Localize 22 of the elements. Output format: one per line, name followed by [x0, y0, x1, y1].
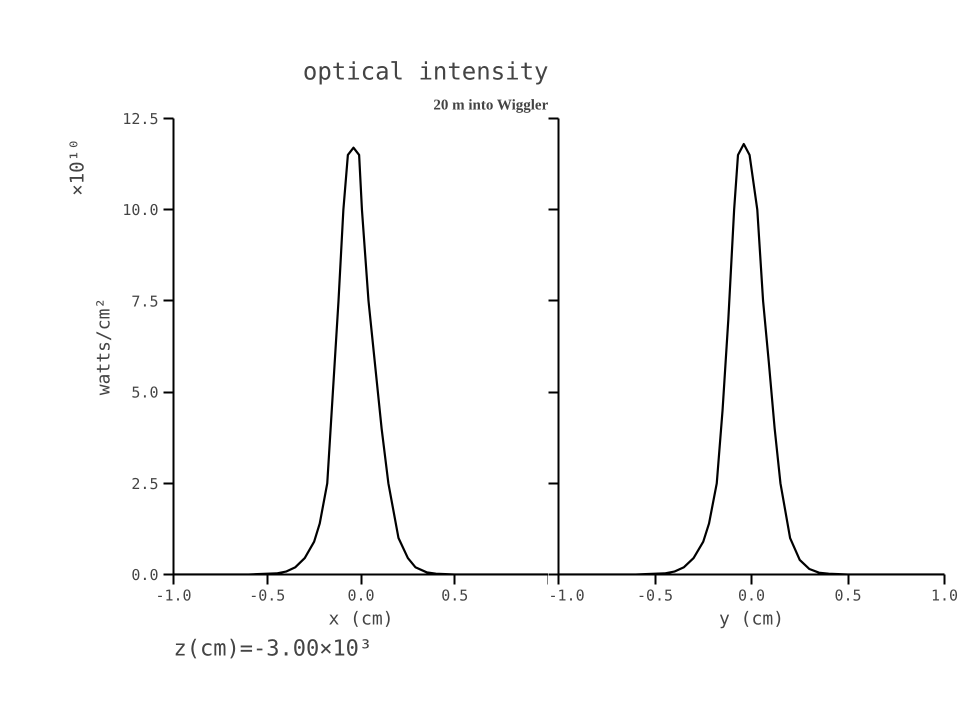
y-tick-label: 10.0	[122, 201, 158, 220]
x-tick-label: -0.5	[249, 586, 286, 604]
x-axis-title: y (cm)	[718, 608, 784, 630]
chart-title: optical intensity	[302, 58, 549, 86]
y-tick-label: 2.5	[131, 474, 158, 493]
y-tick-label: 5.0	[131, 384, 158, 402]
x-tick-label: -1.0	[548, 586, 585, 604]
y-axis-title: watts/cm²	[93, 298, 114, 396]
x-tick-label: 0.0	[347, 586, 375, 604]
chart-subtitle: 20 m into Wiggler	[433, 98, 549, 114]
x-tick-label: 1.0	[930, 586, 958, 604]
text: z(cm)=-3.00×10³	[174, 636, 372, 662]
text: ×10¹⁰	[66, 138, 88, 196]
y-tick-label: 7.5	[131, 292, 158, 310]
x-axis-title: x (cm)	[328, 608, 394, 630]
x-tick-label: -1.0	[155, 586, 192, 604]
x-tick-label: 0.0	[738, 586, 766, 604]
x-tick-label: -0.5	[636, 586, 674, 604]
y-tick-label: 0.0	[131, 566, 158, 584]
x-tick-label: 0.5	[441, 586, 468, 604]
y-tick-label: 12.5	[122, 110, 158, 128]
x-tick-label: 0.5	[834, 586, 862, 604]
